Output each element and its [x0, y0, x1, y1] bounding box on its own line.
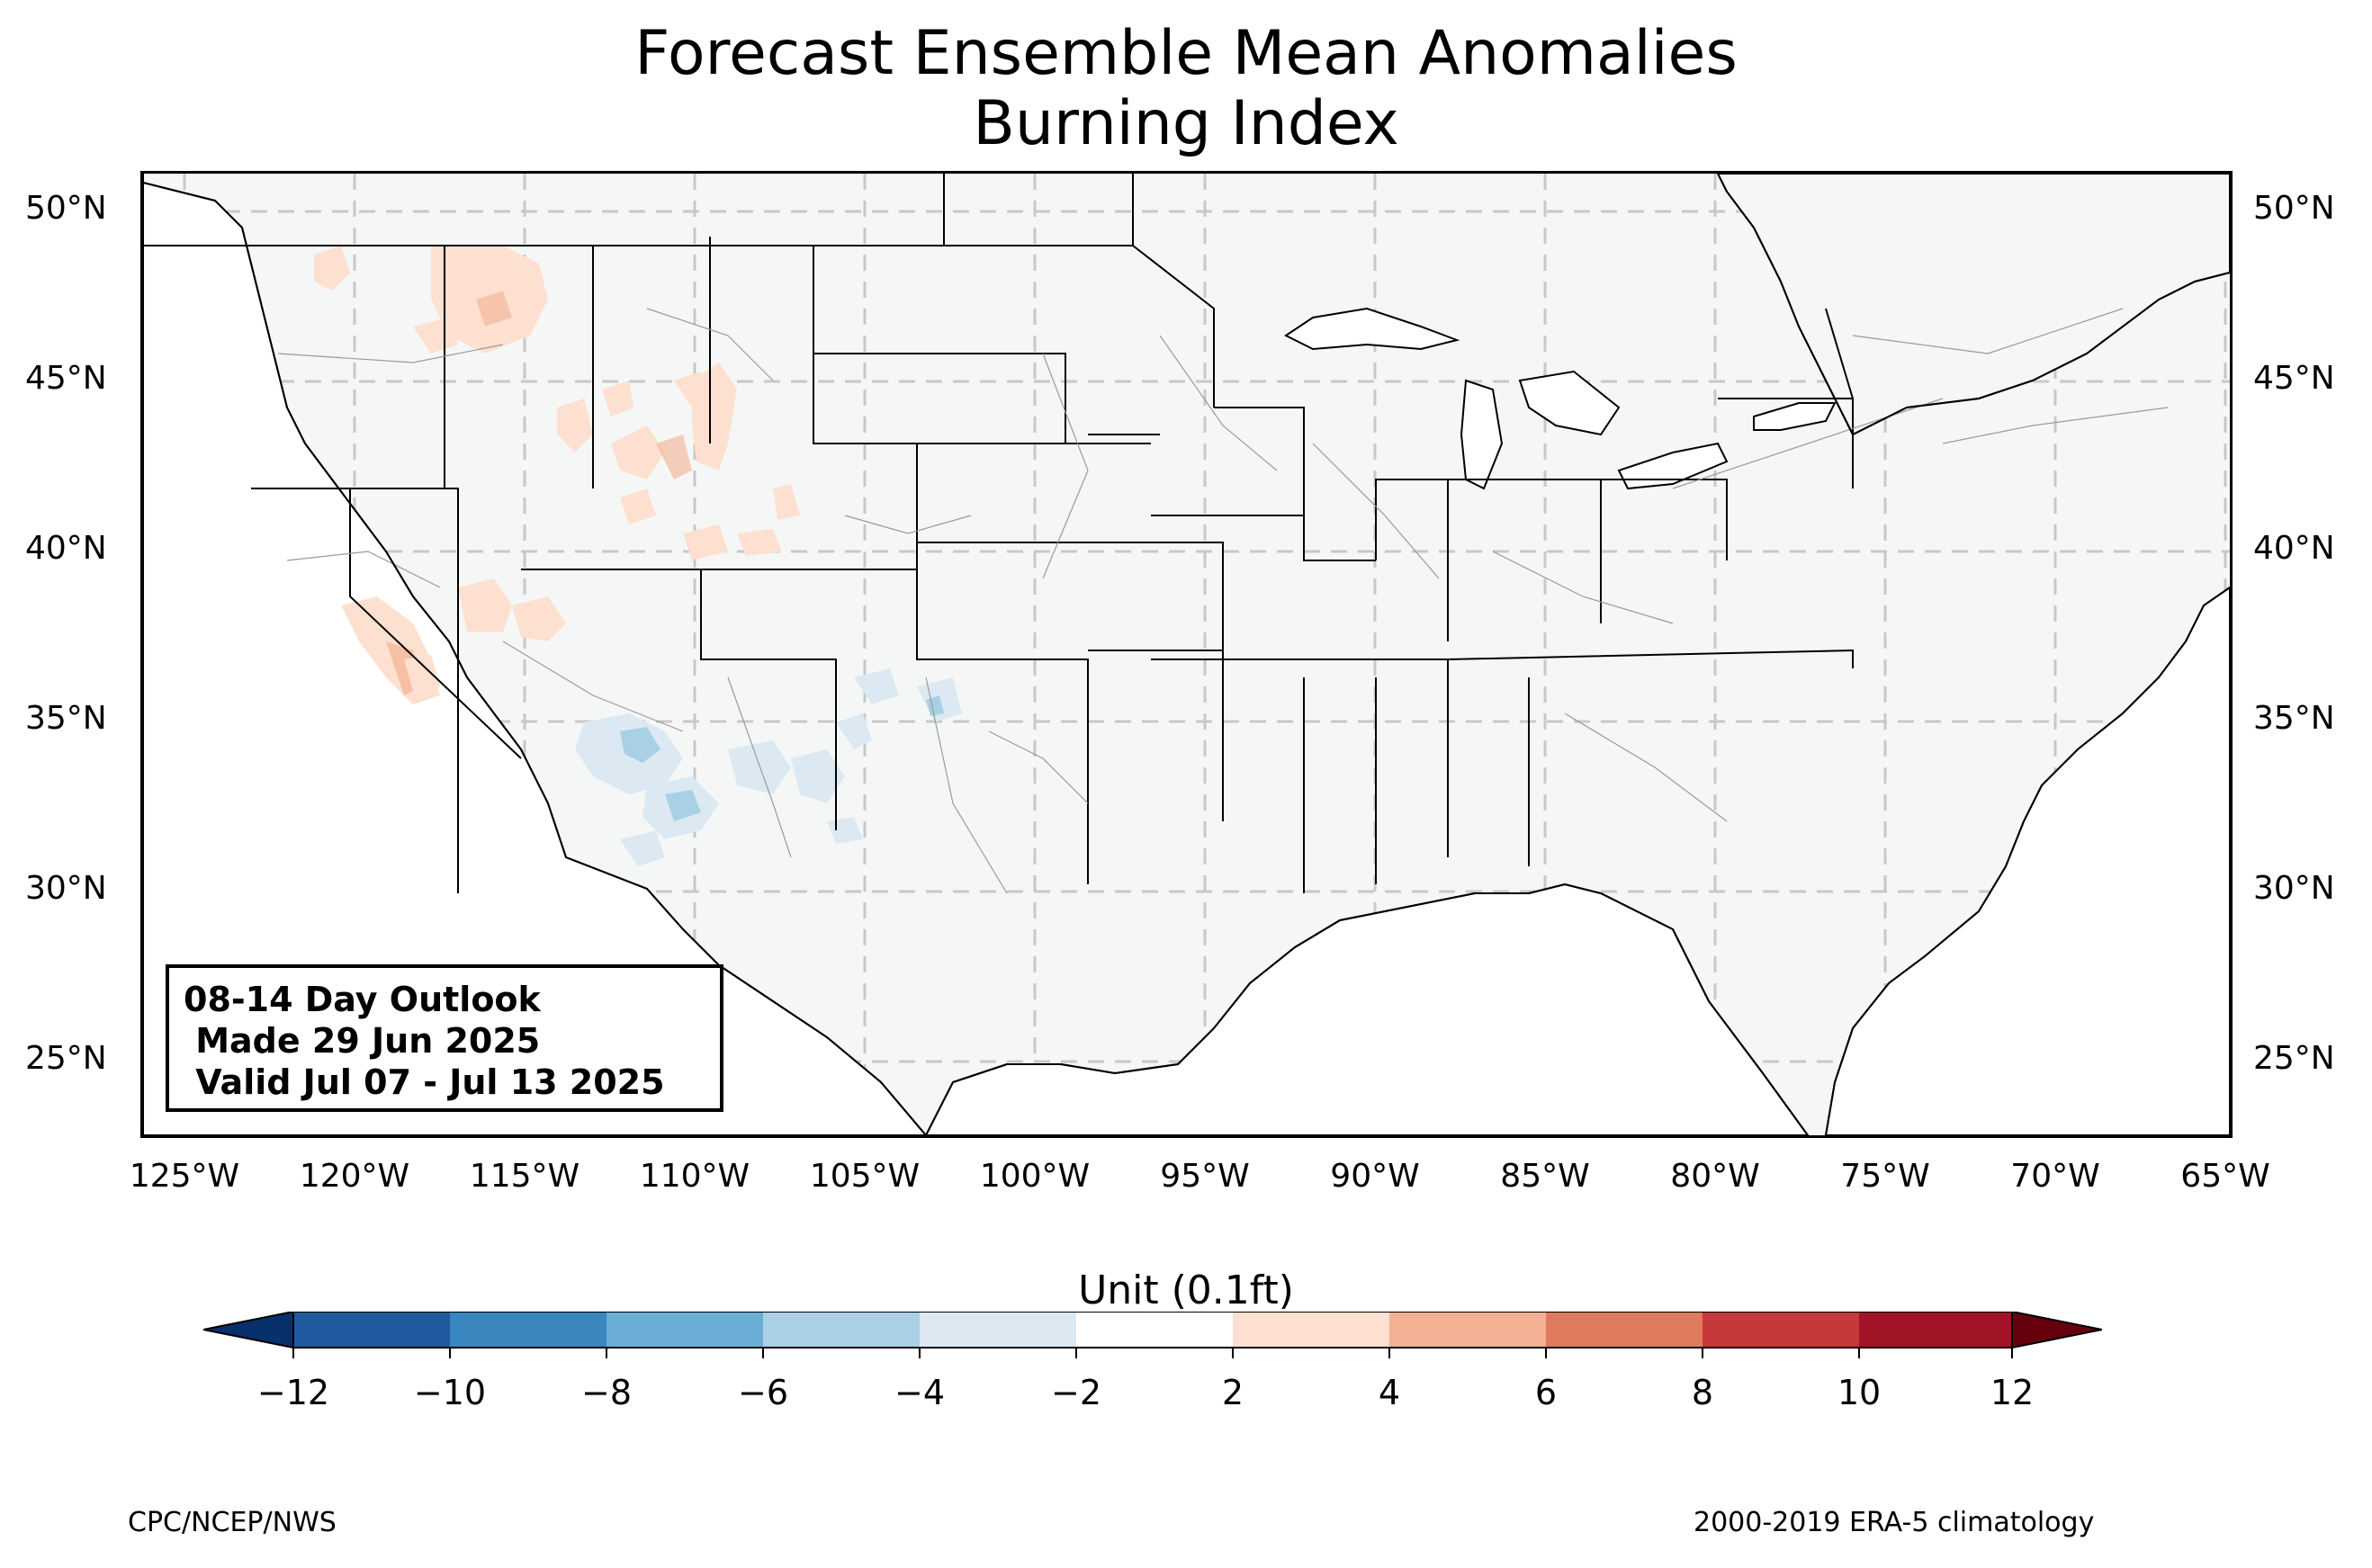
lat-label-45-right: 45°N — [2253, 360, 2335, 397]
outlook-info-box: 08-14 Day Outlook Made 29 Jun 2025 Valid… — [166, 964, 723, 1112]
colorbar-tick: −2 — [1050, 1373, 1102, 1412]
lon-label-120w: 120°W — [299, 1158, 410, 1195]
positive-anomalies — [314, 246, 800, 704]
colorbar-tick: −4 — [894, 1373, 946, 1412]
lon-label-90w: 90°W — [1330, 1158, 1420, 1195]
colorbar-bin — [1859, 1312, 2012, 1348]
outlook-period: 08-14 Day Outlook — [184, 980, 541, 1019]
outlook-made-date: Made 29 Jun 2025 — [184, 1021, 541, 1061]
colorbar-tick: −10 — [413, 1373, 487, 1412]
state-borders — [143, 174, 1854, 893]
colorbar-bin — [763, 1312, 920, 1348]
colorbar-tick: −12 — [256, 1373, 330, 1412]
outlook-valid-range: Valid Jul 07 - Jul 13 2025 — [184, 1062, 665, 1102]
colorbar-tick: 10 — [1837, 1373, 1882, 1412]
colorbar-bin — [1389, 1312, 1546, 1348]
water-bodies — [143, 174, 2230, 1135]
lon-label-75w: 75°W — [1840, 1158, 1930, 1195]
lat-label-40-right: 40°N — [2253, 530, 2335, 567]
lon-label-95w: 95°W — [1160, 1158, 1250, 1195]
lon-label-100w: 100°W — [979, 1158, 1091, 1195]
colorbar-bin — [450, 1312, 606, 1348]
county-borders — [277, 308, 2169, 894]
footer-source: CPC/NCEP/NWS — [128, 1507, 337, 1538]
lat-label-30-right: 30°N — [2253, 870, 2335, 907]
colorbar-bin — [606, 1312, 763, 1348]
colorbar-title: Unit (0.1ft) — [1078, 1268, 1294, 1313]
lon-label-125w: 125°W — [129, 1158, 240, 1195]
chart-subtitle: Burning Index — [973, 88, 1399, 159]
lat-label-40-left: 40°N — [25, 530, 107, 567]
lat-label-25-right: 25°N — [2253, 1040, 2335, 1077]
colorbar-bin — [1546, 1312, 1703, 1348]
colorbar-tick: 4 — [1378, 1373, 1401, 1412]
colorbar-tick: 2 — [1221, 1373, 1244, 1412]
colorbar-bin — [293, 1312, 450, 1348]
chart-title: Forecast Ensemble Mean Anomalies — [634, 18, 1738, 89]
colorbar-bin — [920, 1312, 1076, 1348]
colorbar-tick: −6 — [737, 1373, 789, 1412]
colorbar — [203, 1312, 2102, 1358]
colorbar-bin — [1703, 1312, 1859, 1348]
lat-label-50-right: 50°N — [2253, 190, 2335, 227]
lon-label-80w: 80°W — [1670, 1158, 1760, 1195]
lat-label-50-left: 50°N — [25, 190, 107, 227]
colorbar-tick: 8 — [1691, 1373, 1714, 1412]
coastline — [143, 174, 2230, 1135]
lat-label-25-left: 25°N — [25, 1040, 107, 1077]
lon-label-115w: 115°W — [469, 1158, 580, 1195]
colorbar-bin — [1233, 1312, 1389, 1348]
footer-climatology: 2000-2019 ERA-5 climatology — [1694, 1507, 2095, 1538]
lon-label-110w: 110°W — [639, 1158, 750, 1195]
lon-label-105w: 105°W — [809, 1158, 921, 1195]
colorbar-tick: 12 — [1990, 1373, 2035, 1412]
lon-label-85w: 85°W — [1500, 1158, 1590, 1195]
lon-label-70w: 70°W — [2010, 1158, 2100, 1195]
lat-label-35-right: 35°N — [2253, 700, 2335, 737]
colorbar-tick: 6 — [1534, 1373, 1558, 1412]
colorbar-extend-high — [2011, 1312, 2102, 1349]
lat-label-30-left: 30°N — [25, 870, 107, 907]
colorbar-bin — [1076, 1312, 1233, 1348]
lon-label-65w: 65°W — [2180, 1158, 2270, 1195]
colorbar-extend-low — [203, 1312, 294, 1349]
lat-label-35-left: 35°N — [25, 700, 107, 737]
colorbar-tick: −8 — [580, 1373, 633, 1412]
us-map — [143, 174, 2230, 1135]
negative-anomalies — [575, 668, 962, 866]
lat-label-45-left: 45°N — [25, 360, 107, 397]
